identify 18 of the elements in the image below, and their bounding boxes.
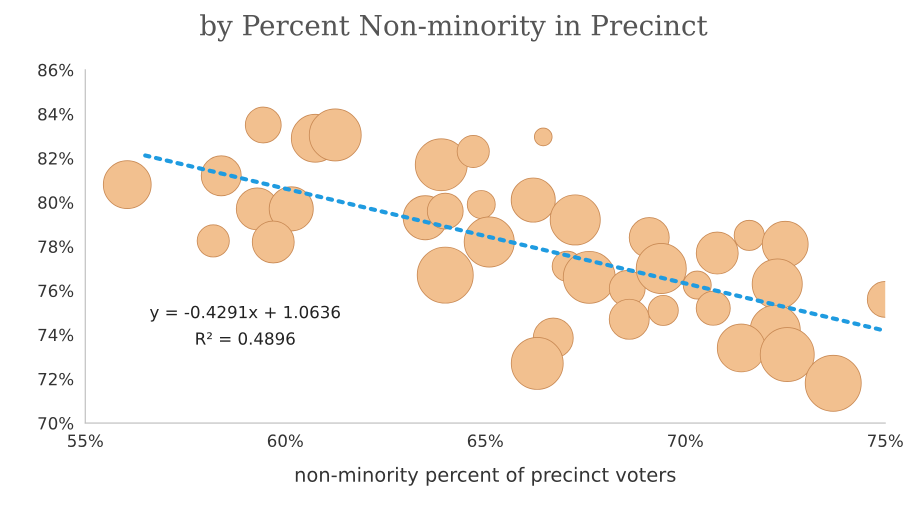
y-tick-label: 78% bbox=[38, 240, 74, 253]
annotation: y = -0.4291x + 1.0636 bbox=[150, 306, 340, 322]
annotation: R² = 0.4896 bbox=[196, 332, 295, 345]
chart-title: by Percent Non-minority in Precinct bbox=[200, 14, 708, 42]
y-tick-label: 74% bbox=[38, 328, 74, 342]
y-tick-label: 86% bbox=[38, 64, 74, 76]
x-tick-label: 60% bbox=[268, 434, 303, 448]
y-tick-label: 82% bbox=[38, 152, 74, 165]
x-axis-title: non-minority percent of precinct voters bbox=[296, 466, 676, 486]
y-tick-label: 72% bbox=[38, 372, 74, 386]
x-tick-label: 65% bbox=[468, 434, 503, 448]
y-tick-label: 80% bbox=[38, 196, 74, 209]
y-tick-label: 84% bbox=[38, 108, 74, 121]
y-tick-label: 76% bbox=[38, 284, 74, 298]
y-tick-label: 70% bbox=[38, 416, 74, 430]
x-tick-label: 70% bbox=[668, 434, 703, 448]
x-tick-label: 75% bbox=[868, 434, 903, 448]
x-tick-label: 55% bbox=[68, 434, 103, 448]
